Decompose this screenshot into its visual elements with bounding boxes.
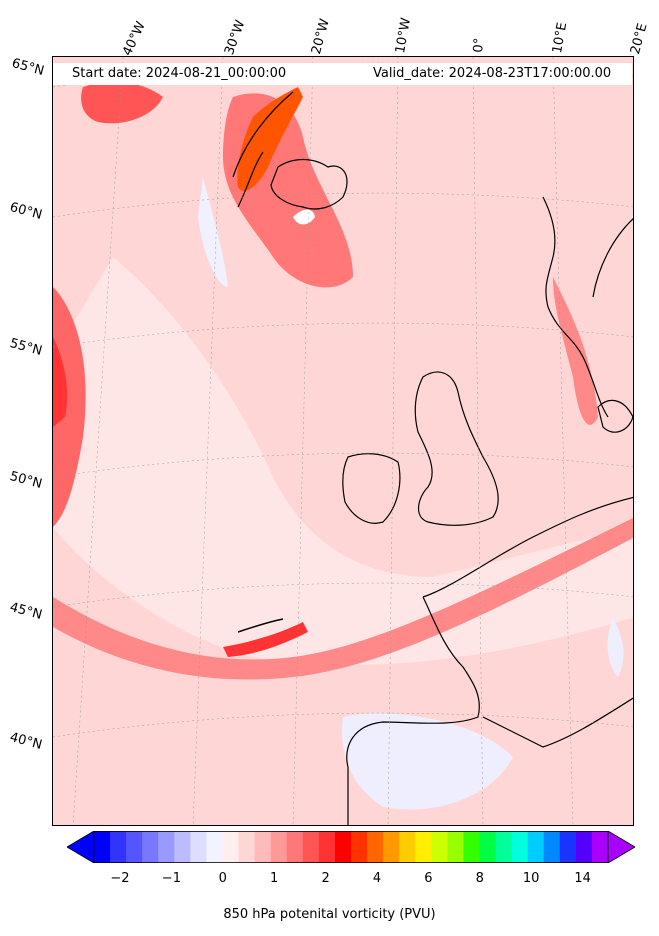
lon-label-30w: 30°W — [222, 18, 249, 58]
colorbar-segment — [334, 831, 352, 863]
colorbar-outline — [93, 831, 609, 863]
pv-low-patch-med — [607, 617, 624, 677]
colorbar-tick-label: 6 — [424, 871, 433, 886]
colorbar-segment — [415, 831, 432, 863]
colorbar-segment — [351, 831, 368, 863]
ireland-coast — [342, 453, 401, 524]
pv-2-contour — [237, 618, 284, 633]
colorbar-tick-label: 4 — [372, 871, 382, 886]
lon-label-20w: 20°W — [309, 17, 333, 56]
colorbar-segment — [270, 831, 288, 863]
lat-label-40n: 40°N — [8, 730, 44, 753]
lat-label-55n: 55°N — [8, 336, 44, 359]
lon-label-10w: 10°W — [393, 16, 415, 55]
lat-label-65n: 65°N — [10, 56, 46, 79]
header-box — [53, 63, 632, 85]
pv-field-map — [53, 57, 633, 825]
pv-light-band — [53, 257, 633, 665]
coastlines — [232, 91, 633, 825]
colorbar-tick-label: 2 — [321, 871, 330, 886]
pv-iceland-white — [293, 209, 315, 225]
colorbar-segment — [527, 831, 545, 863]
colorbar-segment — [431, 831, 448, 863]
pv-norway-strip — [553, 277, 598, 425]
pv-strongest-west — [53, 337, 68, 427]
colorbar-tick-label: 1 — [270, 871, 279, 886]
colorbar-segment — [367, 831, 384, 863]
colorbar-segment — [399, 831, 416, 863]
colorbar-segment — [463, 831, 480, 863]
pv-strong-west — [53, 287, 86, 527]
colorbar-segment — [206, 831, 223, 863]
colorbar-segment — [479, 831, 497, 863]
britain-coast — [414, 371, 499, 526]
colorbar — [67, 831, 635, 863]
map-panel — [52, 56, 634, 826]
colorbar-segment — [110, 831, 127, 863]
colorbar-segment — [126, 831, 143, 863]
colorbar-segment — [591, 831, 609, 863]
colorbar-tick-label: 14 — [574, 871, 591, 886]
colorbar-segment — [543, 831, 561, 863]
colorbar-segment — [254, 831, 272, 863]
colorbar-segment — [447, 831, 464, 863]
pv-low-patch-iberia — [342, 713, 513, 810]
pv-low-patch-1 — [198, 177, 228, 287]
colorbar-tick-label: 8 — [475, 871, 484, 886]
colorbar-segment — [158, 831, 175, 863]
norway-coast — [542, 196, 633, 418]
colorbar-segment — [174, 831, 191, 863]
colorbar-extend-high — [607, 831, 635, 863]
colorbar-segment — [94, 831, 111, 863]
pv-greenland-core — [237, 87, 303, 191]
colorbar-tick-label: 0 — [218, 871, 227, 886]
colorbar-tick-label: −1 — [161, 871, 181, 886]
lat-label-50n: 50°N — [8, 469, 44, 492]
denmark-coast — [597, 399, 633, 433]
greenland-coast — [232, 91, 294, 208]
lat-label-45n: 45°N — [8, 600, 44, 623]
colorbar-segment — [511, 831, 529, 863]
colorbar-tick-label: −2 — [110, 871, 130, 886]
pv-southern-jet — [53, 517, 633, 680]
colorbar-label: 850 hPa potenital vorticity (PVU) — [223, 907, 436, 922]
colorbar-segment — [318, 831, 336, 863]
iceland-coast — [270, 158, 348, 210]
lat-label-60n: 60°N — [8, 200, 44, 223]
colorbar-segment — [222, 831, 240, 863]
colorbar-segment — [142, 831, 159, 863]
continent-coast — [346, 496, 633, 825]
colorbar-segment — [302, 831, 320, 863]
start-date-label: Start date: 2024-08-21_00:00:00 — [72, 66, 287, 81]
colorbar-segment — [286, 831, 304, 863]
pv-southern-core — [223, 622, 308, 657]
colorbar-extend-low — [67, 831, 95, 863]
colorbar-segment — [238, 831, 256, 863]
colorbar-segment — [495, 831, 513, 863]
colorbar-segment — [383, 831, 400, 863]
colorbar-tick-label: 10 — [522, 871, 540, 886]
valid-date-label: Valid_date: 2024-08-23T17:00:00.00 — [373, 66, 612, 81]
colorbar-segment — [575, 831, 593, 863]
lon-label-0: 0° — [471, 37, 488, 54]
lon-label-10e: 10°E — [550, 21, 571, 55]
lon-label-40w: 40°W — [120, 19, 149, 59]
lon-label-20e: 20°E — [628, 21, 651, 56]
colorbar-segment — [190, 831, 207, 863]
colorbar-segment — [559, 831, 577, 863]
pv-nw-core — [81, 81, 163, 124]
